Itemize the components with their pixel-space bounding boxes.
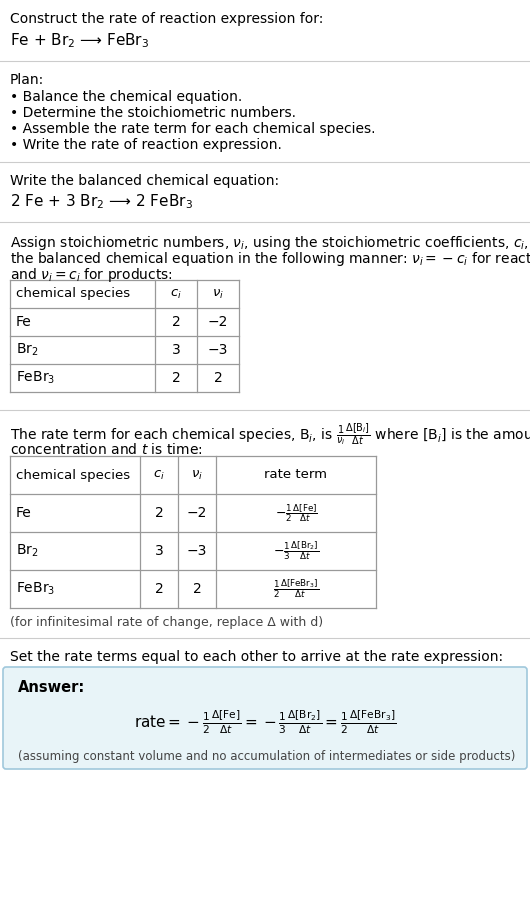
Text: • Determine the stoichiometric numbers.: • Determine the stoichiometric numbers. (10, 106, 296, 120)
Text: chemical species: chemical species (16, 469, 130, 481)
Text: $\nu_i$: $\nu_i$ (212, 288, 224, 300)
Text: 2: 2 (155, 506, 163, 520)
Text: Write the balanced chemical equation:: Write the balanced chemical equation: (10, 174, 279, 188)
Text: 3: 3 (172, 343, 180, 357)
Text: −3: −3 (208, 343, 228, 357)
Text: Br$_2$: Br$_2$ (16, 342, 39, 359)
Text: Plan:: Plan: (10, 73, 44, 87)
Text: rate term: rate term (264, 469, 328, 481)
Text: the balanced chemical equation in the following manner: $\nu_i = -c_i$ for react: the balanced chemical equation in the fo… (10, 250, 530, 268)
Text: FeBr$_3$: FeBr$_3$ (16, 369, 55, 386)
Text: 2: 2 (172, 315, 180, 329)
Text: Assign stoichiometric numbers, $\nu_i$, using the stoichiometric coefficients, $: Assign stoichiometric numbers, $\nu_i$, … (10, 234, 530, 252)
Text: $-\frac{1}{2}\frac{\Delta[\mathrm{Fe}]}{\Delta t}$: $-\frac{1}{2}\frac{\Delta[\mathrm{Fe}]}{… (275, 502, 317, 524)
Text: Set the rate terms equal to each other to arrive at the rate expression:: Set the rate terms equal to each other t… (10, 650, 503, 664)
Text: • Balance the chemical equation.: • Balance the chemical equation. (10, 90, 242, 104)
Text: 2: 2 (172, 371, 180, 385)
Text: Construct the rate of reaction expression for:: Construct the rate of reaction expressio… (10, 12, 323, 26)
Text: $c_i$: $c_i$ (153, 469, 165, 481)
Text: $\nu_i$: $\nu_i$ (191, 469, 203, 481)
Text: 3: 3 (155, 544, 163, 558)
Text: The rate term for each chemical species, B$_i$, is $\frac{1}{\nu_i}\frac{\Delta[: The rate term for each chemical species,… (10, 422, 530, 448)
Text: 2: 2 (214, 371, 223, 385)
Text: and $\nu_i = c_i$ for products:: and $\nu_i = c_i$ for products: (10, 266, 173, 284)
FancyBboxPatch shape (3, 667, 527, 769)
Text: $-\frac{1}{3}\frac{\Delta[\mathrm{Br}_2]}{\Delta t}$: $-\frac{1}{3}\frac{\Delta[\mathrm{Br}_2]… (273, 540, 319, 562)
Text: −2: −2 (208, 315, 228, 329)
Text: Answer:: Answer: (18, 680, 85, 695)
Text: 2: 2 (192, 582, 201, 596)
Text: Fe: Fe (16, 506, 32, 520)
Text: chemical species: chemical species (16, 288, 130, 300)
Text: Br$_2$: Br$_2$ (16, 542, 39, 560)
Text: $c_i$: $c_i$ (170, 288, 182, 300)
Text: Fe: Fe (16, 315, 32, 329)
Text: • Assemble the rate term for each chemical species.: • Assemble the rate term for each chemic… (10, 122, 375, 136)
Text: 2: 2 (155, 582, 163, 596)
Text: (assuming constant volume and no accumulation of intermediates or side products): (assuming constant volume and no accumul… (18, 750, 515, 763)
Text: (for infinitesimal rate of change, replace Δ with d): (for infinitesimal rate of change, repla… (10, 616, 323, 629)
Text: 2 Fe + 3 Br$_2$ ⟶ 2 FeBr$_3$: 2 Fe + 3 Br$_2$ ⟶ 2 FeBr$_3$ (10, 192, 193, 211)
Text: concentration and $t$ is time:: concentration and $t$ is time: (10, 442, 202, 457)
Text: $\frac{1}{2}\frac{\Delta[\mathrm{FeBr}_3]}{\Delta t}$: $\frac{1}{2}\frac{\Delta[\mathrm{FeBr}_3… (273, 578, 319, 601)
Text: FeBr$_3$: FeBr$_3$ (16, 581, 55, 597)
Text: $\mathrm{rate} = -\frac{1}{2}\frac{\Delta[\mathrm{Fe}]}{\Delta t} = -\frac{1}{3}: $\mathrm{rate} = -\frac{1}{2}\frac{\Delt… (134, 708, 396, 736)
Text: −2: −2 (187, 506, 207, 520)
Text: • Write the rate of reaction expression.: • Write the rate of reaction expression. (10, 138, 282, 152)
Text: −3: −3 (187, 544, 207, 558)
Text: Fe + Br$_2$ ⟶ FeBr$_3$: Fe + Br$_2$ ⟶ FeBr$_3$ (10, 31, 149, 50)
